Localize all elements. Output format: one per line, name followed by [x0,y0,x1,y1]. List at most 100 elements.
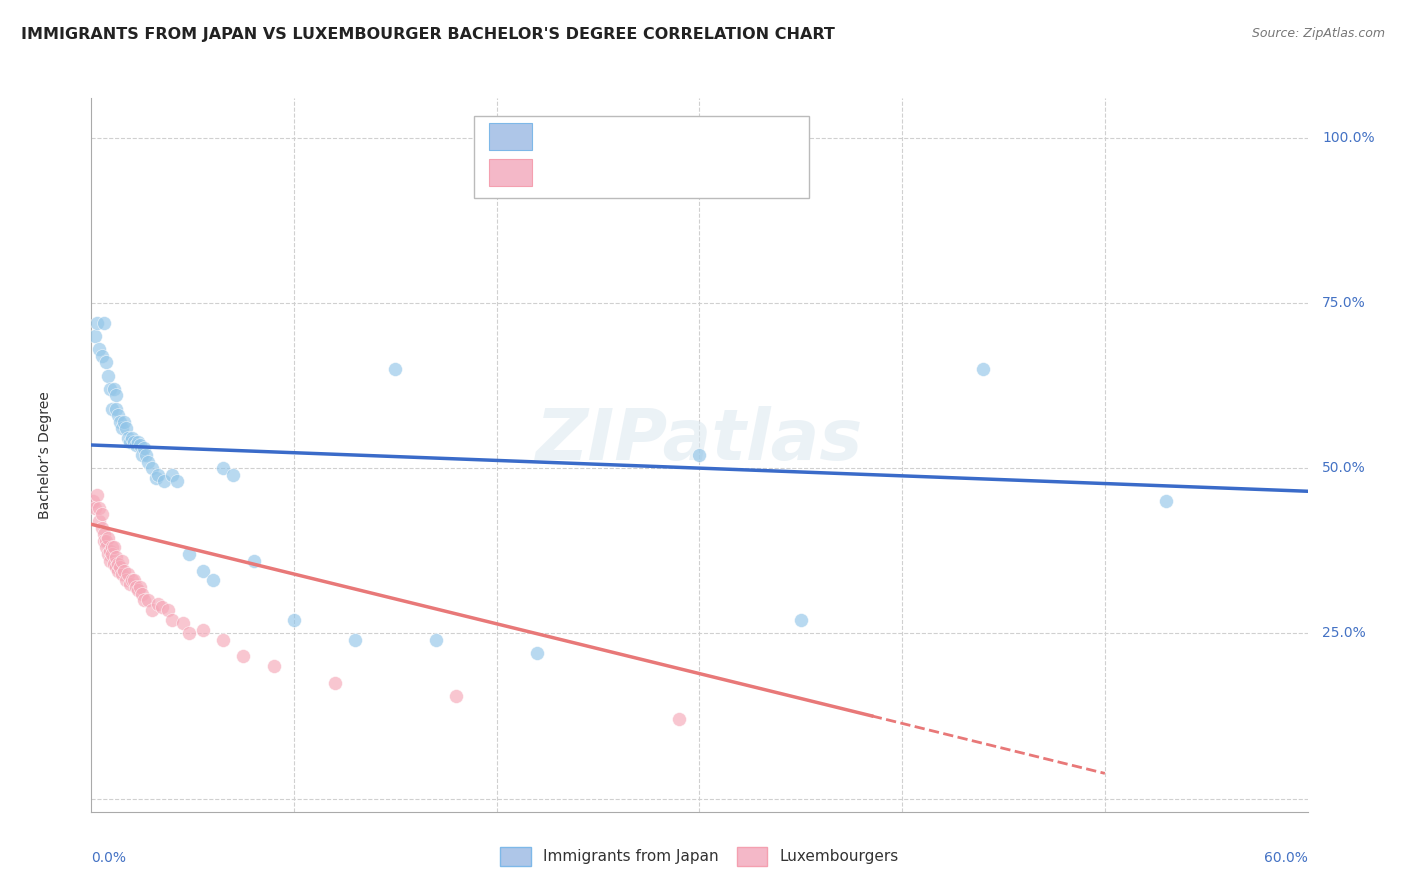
Point [157,603,180,617]
Point [127,434,149,449]
Point [94,533,117,548]
Point [107,409,129,423]
Point [121,574,143,588]
Point [93,533,115,548]
Point [162,467,184,482]
Point [89,514,111,528]
Point [104,401,127,416]
Point [100,547,122,561]
Point [191,564,214,578]
Point [1154,494,1177,508]
Text: 0.0%: 0.0% [91,851,127,865]
Point [148,467,170,482]
Text: IMMIGRANTS FROM JAPAN VS LUXEMBOURGER BACHELOR'S DEGREE CORRELATION CHART: IMMIGRANTS FROM JAPAN VS LUXEMBOURGER BA… [21,27,835,42]
Point [121,431,143,445]
Point [145,471,167,485]
Point [136,593,159,607]
Point [323,676,346,690]
Point [97,531,120,545]
Text: 75.0%: 75.0% [1322,296,1365,310]
Point [94,541,117,555]
Point [122,434,145,449]
Point [111,554,134,568]
Point [98,382,121,396]
Point [177,626,200,640]
Text: R = -0.420   N = 52: R = -0.420 N = 52 [546,165,707,180]
Point [104,550,127,565]
Point [100,541,122,555]
Point [117,431,139,445]
Point [162,613,184,627]
Point [202,574,225,588]
Point [150,599,173,614]
Text: 60.0%: 60.0% [1264,851,1308,865]
Point [82,494,104,508]
Point [115,574,138,588]
Point [112,564,135,578]
Point [107,564,129,578]
Text: Source: ZipAtlas.com: Source: ZipAtlas.com [1251,27,1385,40]
Point [212,461,235,475]
Point [108,560,131,574]
Point [97,547,120,561]
Point [153,475,176,489]
Text: Bachelor’s Degree: Bachelor’s Degree [38,391,52,519]
Point [129,438,152,452]
Point [84,329,107,343]
Point [122,574,145,588]
Point [136,454,159,468]
Point [125,438,148,452]
Point [98,543,121,558]
Point [790,613,813,627]
Point [93,316,115,330]
Point [89,342,111,356]
Point [148,597,170,611]
Point [444,689,467,703]
Point [177,547,200,561]
Point [132,593,155,607]
Point [212,632,235,647]
Point [118,576,141,591]
Point [425,632,447,647]
Point [242,554,264,568]
Point [384,362,406,376]
Point [232,649,254,664]
Point [172,616,194,631]
Point [107,557,129,571]
Point [94,355,117,369]
Point [127,583,149,598]
Point [103,541,125,555]
Point [222,467,245,482]
Point [343,632,366,647]
Point [98,554,121,568]
Point [111,421,134,435]
Text: 25.0%: 25.0% [1322,626,1365,640]
Point [112,415,135,429]
Point [972,362,994,376]
Point [283,613,305,627]
Point [166,475,188,489]
Point [84,500,107,515]
Point [688,448,710,462]
Point [103,557,125,571]
Point [135,448,157,462]
Point [125,580,148,594]
Point [668,712,690,726]
Point [141,603,163,617]
Text: 50.0%: 50.0% [1322,461,1365,475]
Text: ZIPatlas: ZIPatlas [536,406,863,475]
Point [104,560,127,574]
Text: 100.0%: 100.0% [1322,131,1375,145]
Legend: Immigrants from Japan, Luxembourgers: Immigrants from Japan, Luxembourgers [494,841,905,871]
Point [118,434,141,449]
Point [263,659,285,673]
Point [90,349,112,363]
Text: R = -0.056   N = 49: R = -0.056 N = 49 [546,129,707,145]
Point [115,421,138,435]
Point [132,442,155,456]
Point [90,520,112,534]
Point [86,487,108,501]
Point [191,623,214,637]
Point [526,646,548,660]
Point [131,448,153,462]
